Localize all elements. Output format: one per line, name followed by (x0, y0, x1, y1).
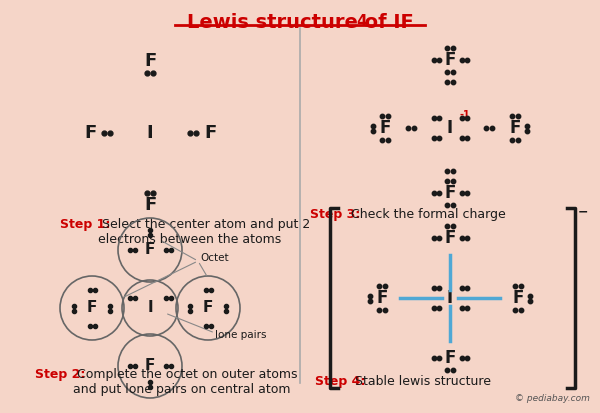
Text: F: F (379, 119, 391, 137)
Text: © pediabay.com: © pediabay.com (515, 394, 590, 403)
Text: I: I (447, 119, 453, 137)
Text: 4: 4 (356, 14, 367, 29)
Text: Octet: Octet (200, 253, 229, 263)
Text: Stable lewis structure: Stable lewis structure (351, 375, 491, 388)
Text: Select the center atom and put 2
electrons between the atoms: Select the center atom and put 2 electro… (98, 218, 310, 246)
Text: F: F (512, 289, 524, 307)
Text: F: F (144, 52, 156, 70)
Text: I: I (147, 301, 153, 316)
Text: I: I (146, 124, 154, 142)
Text: I: I (447, 289, 453, 307)
Text: Step 2:: Step 2: (35, 368, 85, 381)
Text: lone pairs: lone pairs (215, 330, 266, 340)
Text: F: F (445, 349, 455, 367)
Text: -1: -1 (460, 110, 471, 120)
Text: F: F (145, 242, 155, 257)
Text: −: − (363, 18, 375, 32)
Text: F: F (144, 196, 156, 214)
Text: Complete the octet on outer atoms
and put lone pairs on central atom: Complete the octet on outer atoms and pu… (73, 368, 298, 396)
Text: F: F (445, 51, 455, 69)
Text: F: F (84, 124, 96, 142)
Text: Check the formal charge: Check the formal charge (347, 208, 506, 221)
Text: F: F (509, 119, 521, 137)
Text: F: F (87, 301, 97, 316)
Text: Step 1:: Step 1: (60, 218, 110, 231)
Text: F: F (145, 358, 155, 373)
Text: F: F (445, 184, 455, 202)
Text: F: F (445, 229, 455, 247)
Text: Step 4:: Step 4: (315, 375, 365, 388)
Text: Step 3:: Step 3: (310, 208, 360, 221)
Text: F: F (203, 301, 213, 316)
Text: −: − (578, 206, 589, 219)
Text: F: F (204, 124, 216, 142)
Text: Lewis structure of IF: Lewis structure of IF (187, 13, 413, 32)
Text: F: F (376, 289, 388, 307)
